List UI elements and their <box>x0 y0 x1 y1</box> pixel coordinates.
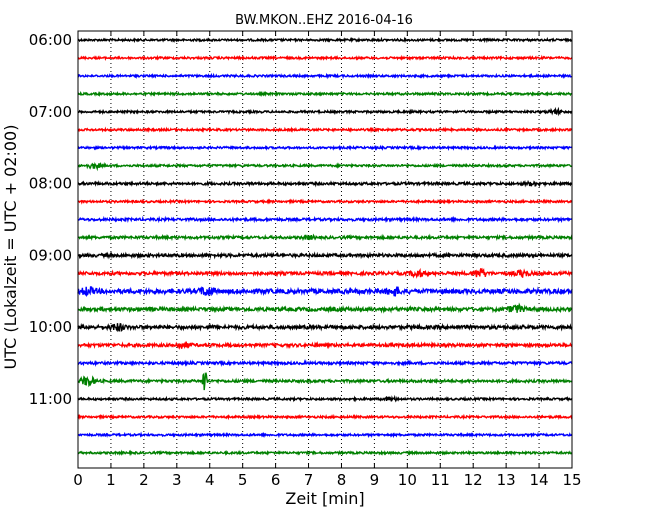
x-tick-label: 13 <box>497 471 516 489</box>
x-tick-label: 11 <box>431 471 450 489</box>
x-axis-label: Zeit [min] <box>285 489 364 508</box>
y-axis-label: UTC (Lokalzeit = UTC + 02:00) <box>1 125 20 370</box>
y-tick-label: 06:00 <box>29 31 72 49</box>
x-tick-label: 5 <box>238 471 248 489</box>
trace-0700 <box>77 106 573 117</box>
x-tick-label: 2 <box>139 471 149 489</box>
y-tick-label: 11:00 <box>29 390 72 408</box>
x-tick-label: 0 <box>73 471 83 489</box>
trace-0730 <box>77 144 573 151</box>
plot-frame <box>77 30 573 469</box>
trace-0645 <box>77 90 573 98</box>
trace-1045 <box>77 372 573 391</box>
x-tick-label: 6 <box>271 471 281 489</box>
trace-0630 <box>77 72 573 80</box>
y-tick-label: 10:00 <box>29 318 72 336</box>
trace-1015 <box>77 340 573 350</box>
seismic-traces <box>77 36 573 457</box>
trace-0600 <box>77 36 573 44</box>
y-tick-label: 07:00 <box>29 103 72 121</box>
x-tick-label: 8 <box>337 471 347 489</box>
x-tick-label: 15 <box>562 471 581 489</box>
y-tick-label: 09:00 <box>29 246 72 264</box>
trace-0800 <box>77 179 573 188</box>
trace-1030 <box>77 359 573 368</box>
x-tick-label: 1 <box>106 471 116 489</box>
trace-1100 <box>77 394 573 403</box>
x-tick-label: 14 <box>530 471 549 489</box>
trace-0745 <box>77 161 573 172</box>
axis-ticks: 0 1 2 3 4 5 6 7 8 9 10 11 12 13 14 1506:0007:0008:0009:… <box>29 31 582 489</box>
x-tick-label: 4 <box>205 471 215 489</box>
trace-1115 <box>77 413 573 421</box>
trace-0830 <box>77 215 573 224</box>
trace-0915 <box>77 267 573 279</box>
x-tick-label: 10 <box>398 471 417 489</box>
trace-0900 <box>77 251 573 260</box>
y-tick-label: 08:00 <box>29 175 72 193</box>
chart-title: BW.MKON..EHZ 2016-04-16 <box>235 13 413 28</box>
x-tick-label: 3 <box>172 471 182 489</box>
trace-0845 <box>77 233 573 242</box>
trace-1130 <box>77 431 573 439</box>
trace-0815 <box>77 198 573 205</box>
trace-0615 <box>77 54 573 62</box>
trace-0945 <box>77 302 573 314</box>
trace-0715 <box>77 126 573 134</box>
x-tick-label: 12 <box>464 471 483 489</box>
trace-1145 <box>77 449 573 457</box>
x-tick-label: 9 <box>370 471 380 489</box>
x-tick-label: 7 <box>304 471 314 489</box>
trace-0930 <box>77 286 573 298</box>
grid-lines <box>110 31 540 468</box>
trace-1000 <box>77 322 573 333</box>
